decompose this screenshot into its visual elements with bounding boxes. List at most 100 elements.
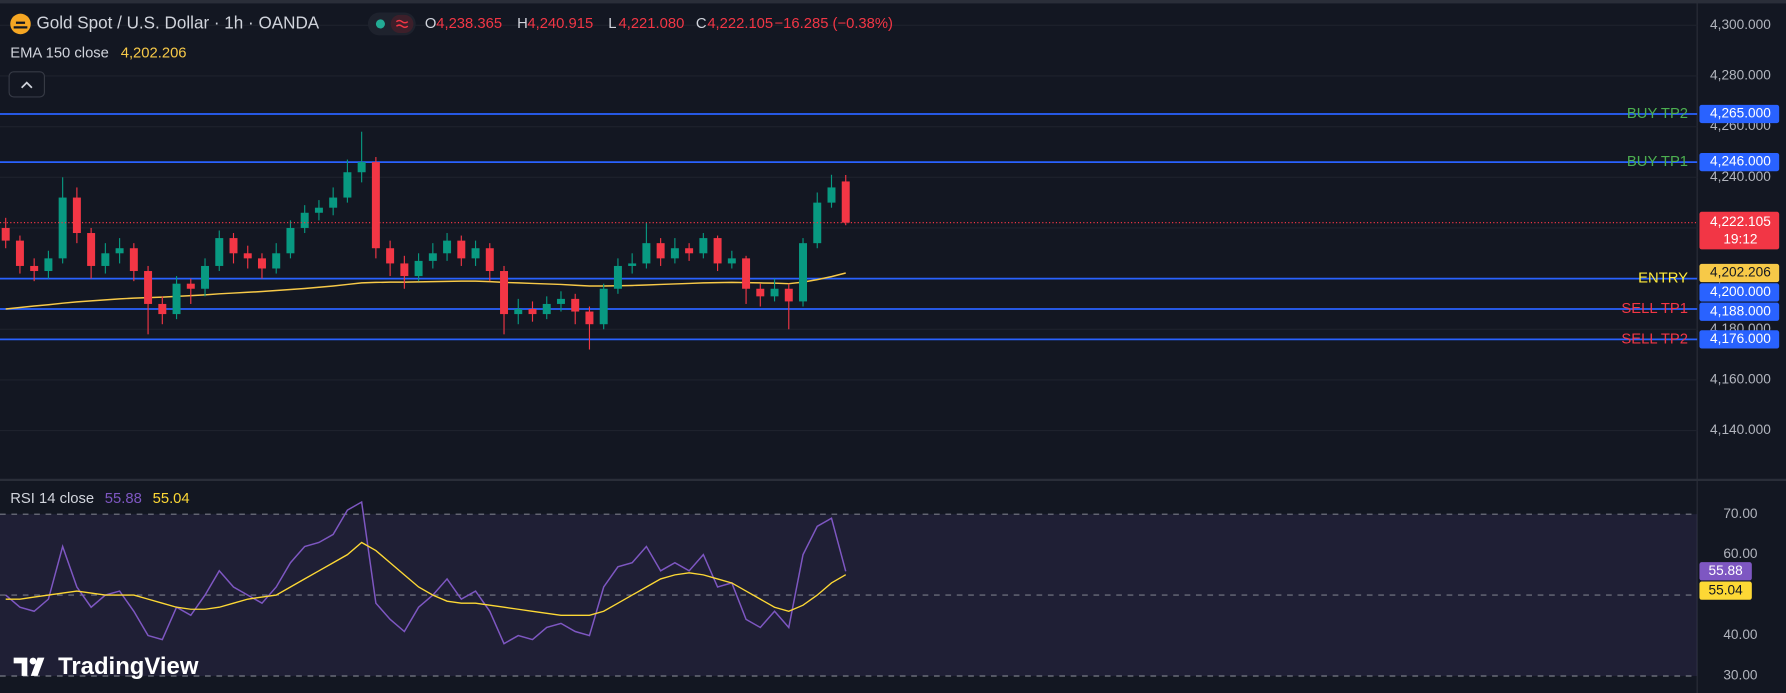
plot-layer: BUY TP2 BUY TP1 ENTRY SELL TP1 SELL TP2 [0,106,1698,645]
candle-body [72,197,81,234]
level-name: ENTRY [1638,271,1688,287]
level-name: SELL TP2 [1621,331,1688,347]
y-tick-label: 4,300.000 [1710,17,1771,32]
data-delay-badge [390,14,414,34]
ohlc-legend: O 4,238.365 H 4,240.915 L 4,221.080 C 4,222.105… [425,16,893,32]
candle-body [343,172,352,198]
ohlc-value: 4,238.365 [436,16,502,32]
level-price-label: 4,246.000 [1710,154,1771,169]
symbol-title[interactable]: Gold Spot / U.S. Dollar · 1h · OANDA [36,13,319,32]
rsi-value-box [1699,562,1752,581]
candle-body [827,187,836,203]
candle-body [670,248,679,259]
candle-body [272,253,281,269]
candle-body [30,265,39,272]
candle-body [699,238,708,254]
last-price-box [1699,211,1780,250]
candle-body [428,253,437,261]
top-border [0,0,1786,4]
ema-legend-title: EMA 150 close [10,45,109,61]
rsi-value-box [1699,581,1752,600]
candle-body [257,258,266,269]
candle-body [186,283,195,289]
brand-logo [13,657,45,676]
ohlc-value: 4,240.915 [527,16,593,32]
candle-body [386,248,395,264]
rsi-legend-value: 55.88 [105,491,142,507]
y-tick-label: 70.00 [1723,506,1758,521]
candle-body [144,271,153,304]
candle-body [87,233,96,266]
candle-body [471,248,480,259]
y-tick-label: 30.00 [1723,668,1758,683]
ema-price-box [1699,263,1780,283]
candle-body [115,248,124,254]
candle-body [300,212,309,228]
candle-body [599,288,608,325]
candle-body [556,298,565,304]
candle-body [457,240,466,259]
candle-body [528,309,537,315]
brand-name[interactable]: TradingView [58,653,199,680]
candle-body [314,207,323,213]
candle-body [357,162,366,173]
candle-body [642,243,651,264]
data-delay-icon [395,19,409,29]
last-price-label: 4,222.105 [1710,214,1771,229]
y-tick-label: 4,160.000 [1710,372,1771,387]
candle-body [172,283,181,315]
candle-body [129,248,138,272]
level-price-box [1699,283,1780,302]
ohlc-key: O [425,16,437,32]
level-price-label: 4,200.000 [1710,284,1771,299]
candle-body [371,162,380,249]
candle-body [1,227,10,241]
candle-body [841,181,850,223]
candle-body [485,248,494,272]
ohlc-value: 4,221.080 [618,16,684,32]
candle-body [44,258,53,272]
candle-body [685,248,694,254]
collapse-icon [21,81,33,89]
level-price-label: 4,176.000 [1710,331,1771,346]
ema-price-label: 4,202.206 [1710,265,1771,280]
candle-body [784,288,793,302]
axis-layer: 4,140.0004,160.0004,180.0004,200.0004,22… [1699,17,1780,683]
y-tick-label: 40.00 [1723,627,1758,642]
candle-body [727,258,736,264]
candle-body [770,288,779,297]
ohlc-key: L [608,16,616,32]
candle-body [514,309,523,315]
y-tick-label: 60.00 [1723,546,1758,561]
candle-body [500,271,509,315]
level-price-box [1699,104,1780,124]
candle-body [15,240,24,266]
y-tick-label: 4,240.000 [1710,169,1771,184]
candle-body [613,265,622,289]
candle-body [158,303,167,315]
brand-logo-dot [29,657,37,665]
candle-body [400,263,409,277]
level-price-label: 4,188.000 [1710,303,1771,318]
candle-body [742,258,751,289]
candle-body [628,263,637,266]
ohlc-change: −16.285 (−0.38%) [775,16,893,32]
level-price-box [1699,302,1780,321]
candle-body [101,253,110,266]
rsi-value-label: 55.88 [1709,563,1743,578]
ema-legend-value: 4,202.206 [121,45,187,61]
collapse-button[interactable] [8,71,45,98]
candle-body [542,303,551,315]
y-tick-label: 4,140.000 [1710,422,1771,437]
rsi-legend-title: RSI 14 close [10,491,94,507]
candle-body [585,311,594,325]
symbol-logo-mark [13,21,28,29]
candle-body [443,240,452,254]
rsi-series-line [5,500,847,645]
candle-body [571,298,580,312]
level-price-box [1699,330,1780,349]
level-name: BUY TP1 [1627,154,1688,170]
candle-body [58,197,67,259]
